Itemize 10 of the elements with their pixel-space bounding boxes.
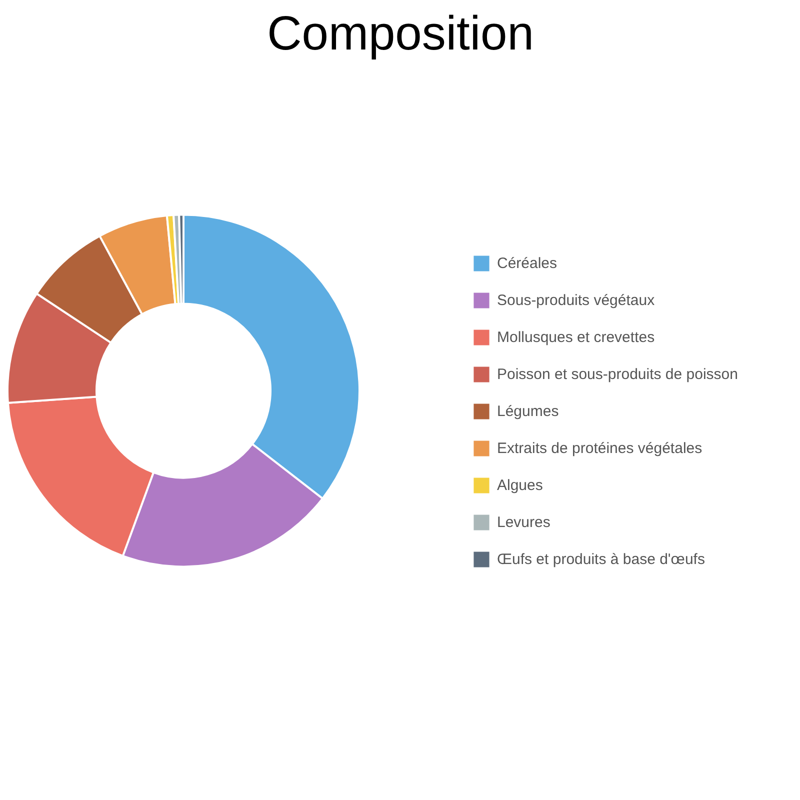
legend-label: Levures [497,514,550,530]
chart-title: Composition [267,8,534,60]
legend-label: Mollusques et crevettes [497,328,655,346]
legend-label: Sous-produits végétaux [497,292,655,308]
legend-label: Œufs et produits à base d'œufs [497,550,705,568]
legend-label: Céréales [497,254,558,272]
legend-label: Extraits de protéines végétales [497,440,702,456]
legend-label: Poisson et sous-produits de poisson [497,366,738,382]
legend-label: Légumes [497,402,559,420]
legend-label: Algues [497,476,543,494]
